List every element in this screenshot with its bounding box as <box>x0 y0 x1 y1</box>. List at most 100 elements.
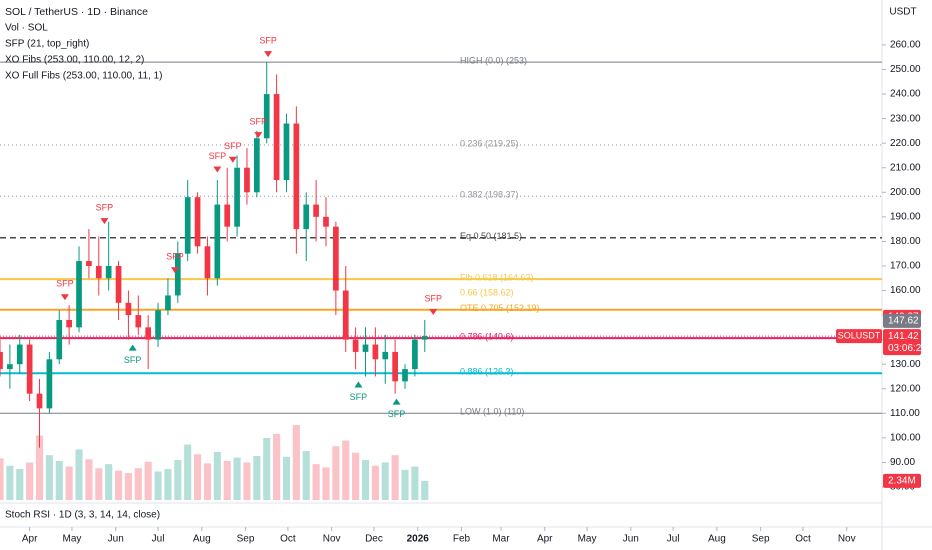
volume-bar <box>381 462 389 500</box>
candle-body <box>263 94 270 139</box>
x-tick-label: Jul <box>152 534 165 545</box>
x-tick-label: Jul <box>667 534 680 545</box>
volume-bar <box>282 456 291 500</box>
indicator-label: XO Fibs (253.00, 110.00, 12, 2) <box>5 55 144 66</box>
sfp-label: SFP <box>388 409 406 419</box>
candle-body <box>7 364 13 370</box>
y-tick-label: 110.00 <box>890 408 920 419</box>
volume-bar <box>154 471 162 500</box>
y-tick-label: 230.00 <box>890 113 921 124</box>
volume-bar <box>124 473 132 500</box>
candle-body <box>392 351 398 382</box>
volume-bar <box>16 469 24 500</box>
sfp-label: SFP <box>224 141 242 151</box>
y-tick-label: 170.00 <box>890 261 921 272</box>
y-tick-label: 180.00 <box>890 236 921 247</box>
x-tick-label: Oct <box>795 534 811 545</box>
candle-body <box>253 138 260 193</box>
volume-bar <box>322 467 330 500</box>
candle-body <box>352 339 359 352</box>
y-tick-label: 250.00 <box>890 64 921 75</box>
candle-body <box>135 315 142 328</box>
volume-bar <box>26 462 34 500</box>
y-tick-label: 190.00 <box>890 211 921 222</box>
volume-bar <box>312 464 320 500</box>
volume-bar <box>85 459 93 500</box>
indicator-label: XO Full Fibs (253.00, 110.00, 11, 1) <box>5 71 163 82</box>
candle-body <box>105 265 112 279</box>
volume-bar <box>371 465 379 500</box>
sfp-label: SFP <box>350 392 368 402</box>
candle-body <box>155 310 161 340</box>
sfp-marker <box>228 156 237 163</box>
sfp-marker <box>254 132 263 139</box>
volume-bar <box>65 466 73 500</box>
volume-bar <box>332 446 340 500</box>
candle-body <box>234 167 240 227</box>
last-price-badge <box>883 329 921 356</box>
volume-bar <box>233 457 241 500</box>
candle-body <box>76 261 82 328</box>
volume-badge-label: 2.34M <box>888 476 916 487</box>
candle-body <box>36 393 43 409</box>
indicator-label: SFP (21, top_right) <box>5 39 89 50</box>
volume-bar <box>263 438 271 500</box>
candle-body <box>382 351 389 360</box>
candle-body <box>303 204 310 230</box>
volume-bar <box>95 468 103 500</box>
candle-body <box>0 351 3 370</box>
y-tick-label: 200.00 <box>890 187 921 198</box>
candle-body <box>174 253 181 296</box>
volume-bar <box>223 460 231 500</box>
sfp-marker <box>60 294 69 301</box>
candle-body <box>16 344 23 365</box>
candle-body <box>283 123 290 181</box>
x-tick-label: May <box>63 534 82 545</box>
x-tick-label: Aug <box>708 534 726 545</box>
sfp-marker <box>392 398 401 405</box>
candle-body <box>145 327 152 340</box>
candle-body <box>194 197 201 247</box>
volume-bar <box>55 460 63 500</box>
fib-label: HIGH (0.0) (253) <box>460 56 527 66</box>
candle-body <box>125 302 132 316</box>
fib-label: LOW (1.0) (110) <box>460 407 524 417</box>
x-tick-label: Apr <box>22 534 38 545</box>
fib-label: 0.236 (219.25) <box>460 138 519 148</box>
price-badge <box>883 313 921 328</box>
x-tick-label: Dec <box>365 534 383 545</box>
candle-body <box>95 265 102 279</box>
candle-body <box>86 261 92 266</box>
y-tick-label: 120.00 <box>890 383 921 394</box>
indicator-label: Vol · SOL <box>5 23 48 34</box>
x-tick-label: Apr <box>537 534 553 545</box>
fib-label: 0.382 (198.37) <box>460 190 519 200</box>
volume-bar <box>421 480 429 500</box>
sfp-label: SFP <box>424 293 442 303</box>
sfp-marker <box>128 344 137 351</box>
volume-bar <box>75 449 83 500</box>
candle-body <box>66 319 72 328</box>
volume-bar <box>411 466 419 500</box>
x-tick-label: Sep <box>752 534 770 545</box>
sfp-label: SFP <box>249 117 267 127</box>
x-tick-label: Oct <box>280 534 296 545</box>
x-tick-label: Aug <box>193 534 211 545</box>
candle-body <box>273 94 280 181</box>
candle-body <box>56 319 63 360</box>
sfp-marker <box>264 51 273 58</box>
fib-label: Fib 0.618 (164.63) <box>460 273 534 283</box>
sfp-label: SFP <box>124 355 142 365</box>
fib-label: Eq 0.50 (181.5) <box>460 231 522 241</box>
last-price-label: 141.42 <box>888 331 919 342</box>
candle-body <box>46 359 53 409</box>
x-tick-label: Feb <box>453 534 471 545</box>
sfp-marker <box>213 166 222 173</box>
volume-bar <box>105 464 113 500</box>
candle-body <box>214 204 221 279</box>
sfp-marker <box>354 381 363 388</box>
sfp-label: SFP <box>96 203 114 213</box>
x-tick-label: Jun <box>108 534 124 545</box>
volume-bar <box>194 454 202 500</box>
